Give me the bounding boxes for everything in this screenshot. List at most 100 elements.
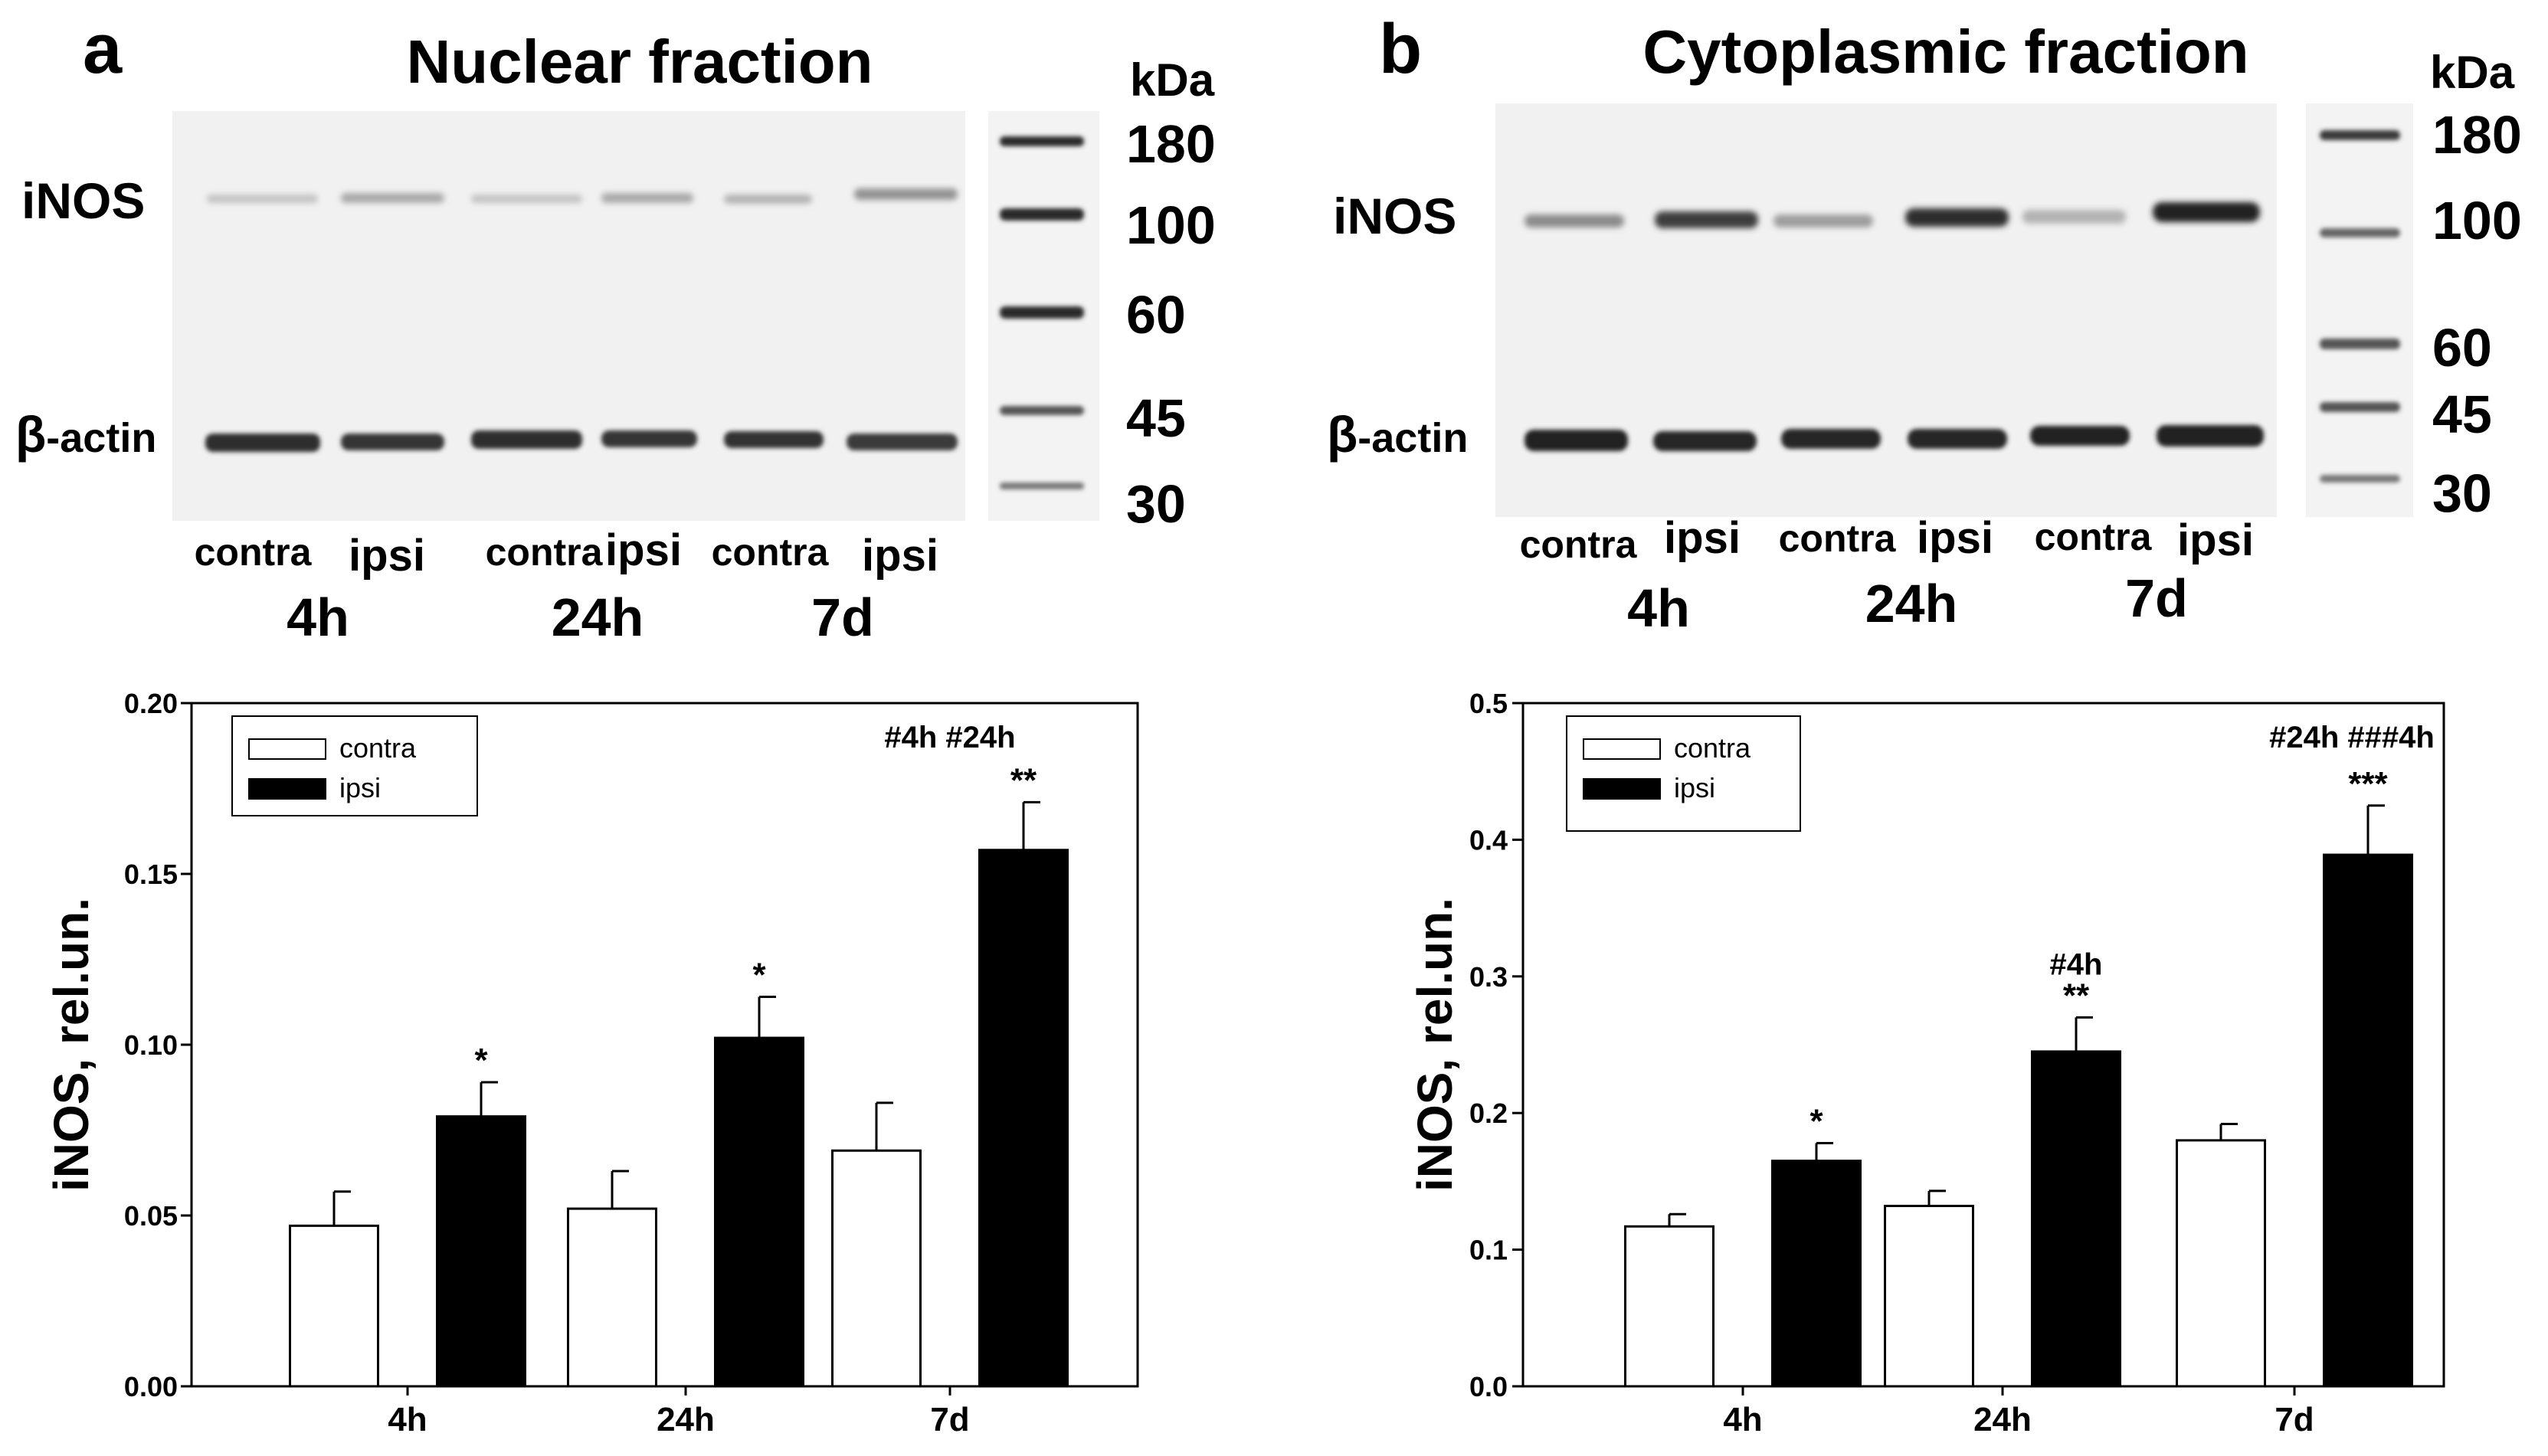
panel-a-lane-2: ipsi <box>349 531 425 581</box>
chart-b-legend-label-contra: contra <box>1674 732 1751 764</box>
panel-a-membrane <box>172 111 965 521</box>
ladder-b-180 <box>2320 130 2400 140</box>
chart-b-ylabel: iNOS, rel.un. <box>1407 898 1462 1192</box>
panel-a-marker-30: 30 <box>1126 474 1186 534</box>
chart-a-bar-contra-24h <box>567 1207 657 1388</box>
panel-b-lane-5: contra <box>2035 515 2153 558</box>
panel-b-ladder-bands <box>2320 130 2400 483</box>
panel-b-lane-1: contra <box>1520 523 1638 566</box>
chart-a-ytick-label-3: 0.15 <box>124 859 178 890</box>
ladder-a-30 <box>1000 483 1084 489</box>
panel-a-marker-60: 60 <box>1126 285 1186 345</box>
panel-b-lane-3: contra <box>1779 517 1897 560</box>
chart-b-xtick-label-24h: 24h <box>1973 1401 2032 1438</box>
chart-a: 0.00 0.05 0.10 0.15 0.20 iNOS, rel.un. 4h 24h 7d… <box>44 688 1139 1438</box>
panel-a-inos-bands <box>207 188 958 204</box>
chart-b-xtick-label-7d: 7d <box>2275 1401 2314 1438</box>
chart-b-xtick-label-4h: 4h <box>1723 1401 1762 1438</box>
band-a-actin-6 <box>847 434 958 450</box>
panel-a-letter: a <box>83 10 123 88</box>
chart-b-sig-ipsi-4h: * <box>1809 1102 1823 1140</box>
chart-b-bar-contra-7d <box>2176 1139 2266 1388</box>
panel-b-marker-45: 45 <box>2432 384 2492 444</box>
panel-b-inos-label: iNOS <box>1333 188 1456 244</box>
band-b-actin-6 <box>2157 425 2264 447</box>
chart-a-xtick-label-24h: 24h <box>657 1401 715 1438</box>
chart-a-sig-ipsi-24h: * <box>752 957 766 994</box>
chart-b-bar-ipsi-4h <box>1771 1160 1862 1388</box>
chart-a-bar-ipsi-7d <box>978 849 1069 1388</box>
panel-b-actin-bands <box>1525 425 2264 451</box>
chart-a-bar-ipsi-4h <box>436 1115 526 1388</box>
chart-b-sig-ipsi-7d: *** <box>2348 765 2388 803</box>
panel-a-marker-45: 45 <box>1126 388 1186 448</box>
panel-b-ladder-lane <box>2306 103 2413 517</box>
band-a-inos-4 <box>601 193 693 203</box>
chart-a-legend-label-contra: contra <box>339 732 417 764</box>
panel-b-lane-2: ipsi <box>1664 513 1741 563</box>
band-b-actin-3 <box>1781 429 1881 449</box>
ladder-b-100 <box>2320 228 2400 237</box>
chart-b-legend-label-ipsi: ipsi <box>1674 772 1715 803</box>
panel-b-marker-180: 180 <box>2432 105 2522 165</box>
band-a-actin-4 <box>601 430 697 447</box>
chart-b-bar-contra-4h <box>1624 1225 1714 1388</box>
panel-a-actin-bands <box>205 430 958 452</box>
band-b-inos-4 <box>1905 208 2009 227</box>
ladder-a-180 <box>1000 136 1084 146</box>
chart-a-bar-contra-4h <box>289 1224 379 1388</box>
panel-b-marker-30: 30 <box>2432 463 2492 523</box>
chart-a-sig-ipsi-7d: ** <box>1010 761 1037 799</box>
ladder-b-30 <box>2320 475 2400 483</box>
panel-b-group-24h: 24h <box>1865 574 1958 633</box>
band-a-actin-1 <box>205 434 320 452</box>
panel-a-group-24h: 24h <box>552 587 644 647</box>
panel-b-title: Cytoplasmic fraction <box>1642 18 2248 86</box>
chart-b-ytick-label-1: 0.1 <box>1469 1235 1508 1266</box>
chart-a-hash-7d: #4h #24h <box>884 721 1015 754</box>
panel-b-kda-label: kDa <box>2430 47 2515 98</box>
chart-b-legend-swatch-contra <box>1583 738 1661 760</box>
chart-a-xtick-label-7d: 7d <box>930 1401 969 1438</box>
band-a-actin-3 <box>471 430 582 449</box>
panel-b-blot: b Cytoplasmic fraction kDa <box>1327 10 2522 638</box>
panel-a-lane-3: contra <box>486 531 604 574</box>
chart-a-legend-swatch-contra <box>248 738 326 760</box>
chart-a-ylabel: iNOS, rel.un. <box>44 898 99 1192</box>
ladder-a-100 <box>1000 208 1084 221</box>
band-b-actin-2 <box>1653 431 1757 451</box>
chart-a-bar-contra-7d <box>831 1149 922 1388</box>
band-b-actin-1 <box>1525 430 1628 451</box>
band-b-actin-5 <box>2030 426 2130 446</box>
chart-b-ytick-label-3: 0.3 <box>1469 961 1508 993</box>
chart-b-plot-frame <box>1521 702 2445 1388</box>
chart-b-ytick-label-2: 0.2 <box>1469 1098 1508 1129</box>
panel-a-lane-6: ipsi <box>862 531 938 581</box>
panel-b-marker-60: 60 <box>2432 318 2492 378</box>
panel-b-marker-100: 100 <box>2432 191 2522 250</box>
panel-a-lane-5: contra <box>712 531 830 574</box>
chart-a-sig-ipsi-4h: * <box>474 1042 488 1079</box>
band-a-inos-5 <box>724 195 812 204</box>
panel-a-group-4h: 4h <box>287 587 349 647</box>
panel-b-membrane <box>1495 103 2277 517</box>
chart-a-ytick-label-1: 0.05 <box>124 1200 178 1232</box>
chart-a-bar-ipsi-24h <box>714 1036 804 1388</box>
panel-b-lane-6: ipsi <box>2177 515 2254 565</box>
ladder-b-45 <box>2320 402 2400 412</box>
panel-a-lane-1: contra <box>195 531 313 574</box>
panel-b-inos-bands <box>1525 202 2260 228</box>
panel-a-group-7d: 7d <box>811 587 874 647</box>
panel-a-marker-180: 180 <box>1126 114 1216 174</box>
panel-a-blot: a Nuclear fraction <box>15 10 1216 647</box>
panel-a-marker-100: 100 <box>1126 195 1216 255</box>
band-a-inos-6 <box>854 188 958 200</box>
chart-a-ytick-label-0: 0.00 <box>124 1371 178 1402</box>
chart-b-ytick-label-4: 0.4 <box>1469 824 1508 856</box>
band-b-inos-2 <box>1655 211 1758 228</box>
panel-b-group-4h: 4h <box>1627 578 1690 638</box>
panel-b-actin-label: β-actin <box>1327 406 1468 463</box>
band-a-inos-2 <box>341 193 444 203</box>
chart-b-sig-ipsi-24h: ** <box>2063 977 2090 1014</box>
